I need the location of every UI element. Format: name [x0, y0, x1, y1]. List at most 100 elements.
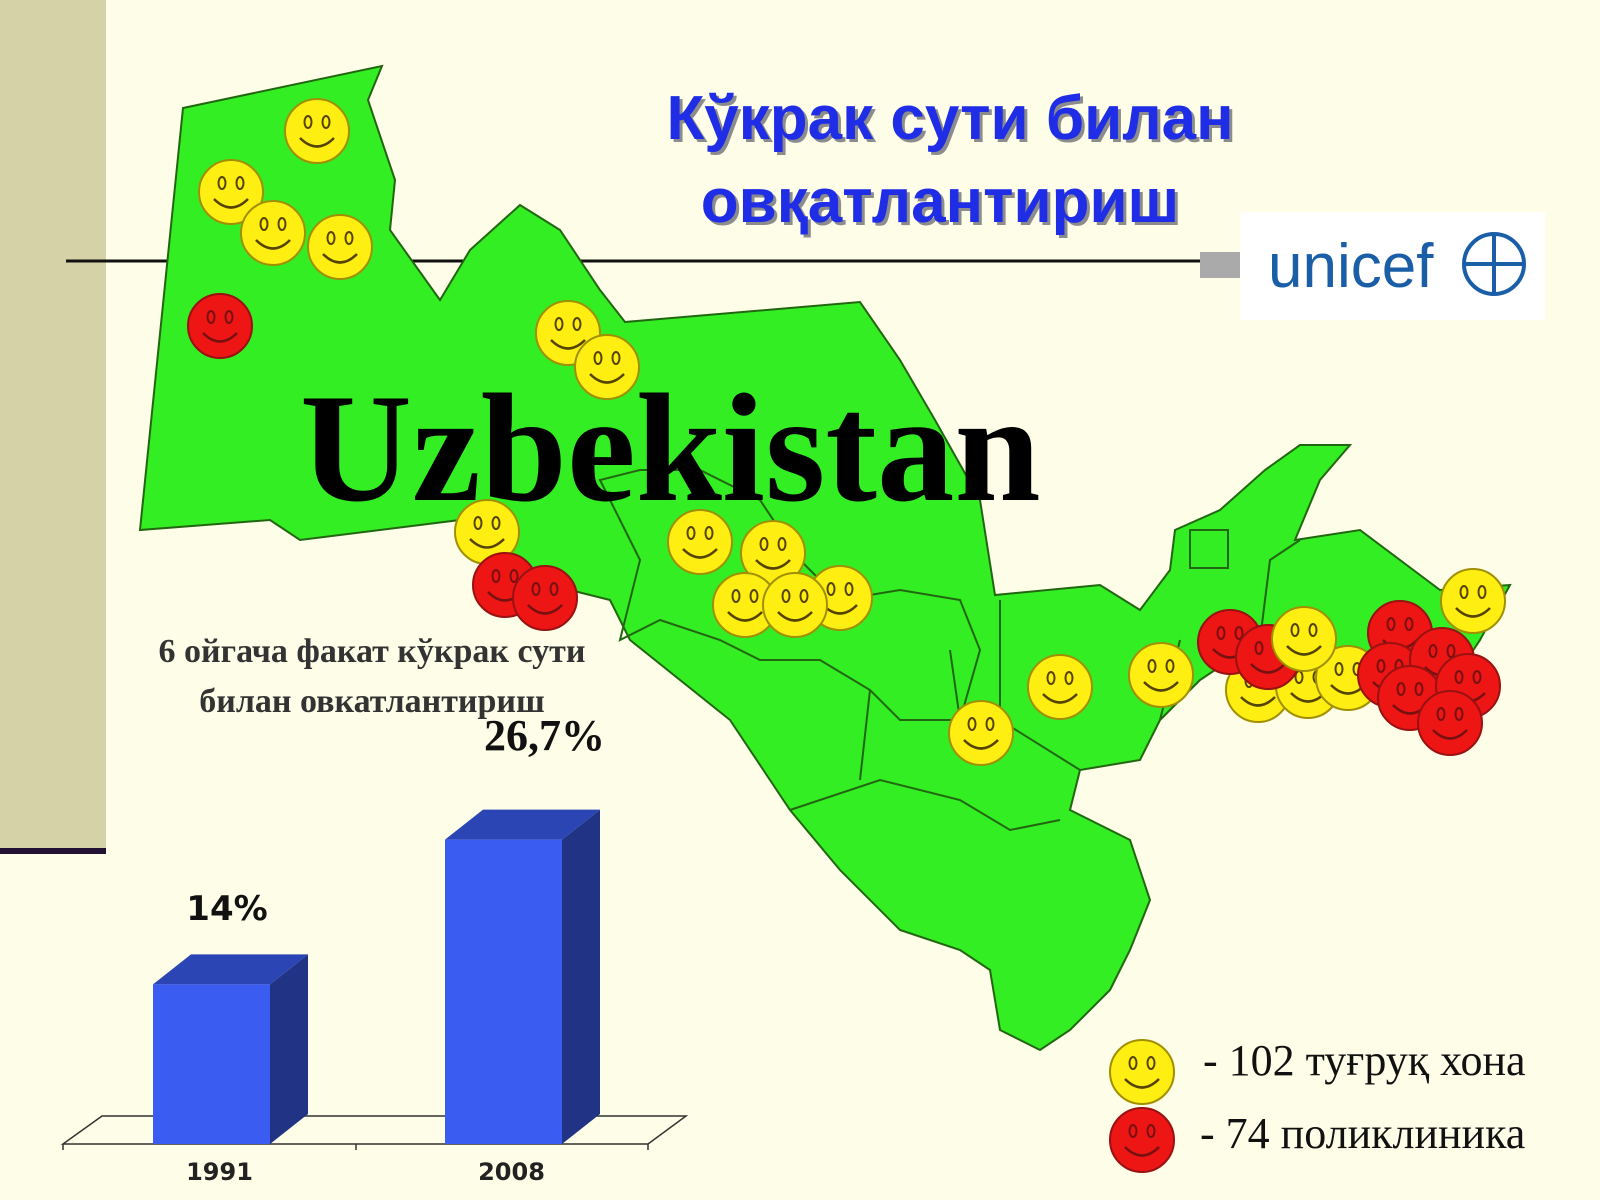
smiley-face: [574, 334, 640, 400]
smiley-eye: [217, 176, 227, 190]
smiley-eye: [759, 537, 769, 551]
smiley-eye: [326, 231, 336, 245]
smiley-eye: [1234, 626, 1244, 640]
smiley-eye: [235, 176, 245, 190]
smiley-eye: [549, 582, 559, 596]
smiley-face: [1027, 654, 1093, 720]
smiley-eye: [224, 310, 234, 324]
title-shadow: овқатлантириш: [704, 170, 1183, 239]
smiley-mouth: [777, 611, 813, 622]
smiley-face: [198, 159, 264, 225]
smiley: [667, 509, 733, 575]
smiley-eye: [1454, 707, 1464, 721]
smiley: [1417, 690, 1483, 756]
smiley: [1440, 568, 1506, 634]
smiley-eye: [491, 569, 501, 583]
smiley-mouth: [727, 611, 763, 622]
smiley-mouth: [527, 604, 563, 615]
map-label: Uzbekistan: [300, 362, 1041, 534]
bar-chart: 1991 14% 2008 26,7%: [153, 711, 605, 1186]
smiley-mouth: [1124, 1078, 1160, 1089]
smiley-mouth: [1286, 645, 1322, 656]
smiley-face: [1417, 690, 1483, 756]
title: Кўкрак сути билан: [666, 84, 1233, 153]
bar-side: [562, 809, 600, 1144]
smiley-eye: [781, 589, 791, 603]
bar-top: [445, 809, 600, 840]
smiley-mouth: [469, 538, 505, 549]
smiley-face: [1109, 1107, 1175, 1173]
smiley-eye: [1446, 644, 1456, 658]
smiley: [948, 700, 1014, 766]
smiley-face: [307, 214, 373, 280]
bar: [445, 839, 562, 1144]
x-tick-label: 2008: [478, 1158, 545, 1186]
smiley-eye: [321, 115, 331, 129]
smiley-eye: [1334, 662, 1344, 676]
smiley-face: [1271, 606, 1337, 672]
smiley-eye: [777, 537, 787, 551]
x-tick-label: 1991: [186, 1158, 253, 1186]
smiley-mouth: [299, 137, 335, 148]
smiley-face: [284, 98, 350, 164]
smiley-mouth: [550, 339, 586, 350]
smiley-mouth: [963, 739, 999, 750]
smiley-eye: [531, 582, 541, 596]
smiley-eye: [799, 589, 809, 603]
smiley-eye: [1128, 1124, 1138, 1138]
smiley: [284, 98, 350, 164]
smiley-eye: [1254, 641, 1264, 655]
smiley-mouth: [213, 198, 249, 209]
smileys: [187, 98, 1506, 1173]
legend-text: - 74 поликлиника: [1200, 1109, 1525, 1158]
smiley-eye: [731, 589, 741, 603]
smiley-eye: [1376, 659, 1386, 673]
smiley-eye: [206, 310, 216, 324]
smiley-eye: [826, 582, 836, 596]
chart-title: билан овкатлантириш: [199, 683, 544, 720]
smiley-eye: [611, 351, 621, 365]
smiley-mouth: [1143, 681, 1179, 692]
smiley-face: [948, 700, 1014, 766]
smiley-eye: [1396, 682, 1406, 696]
smiley-mouth: [1455, 607, 1491, 618]
smiley-eye: [1064, 671, 1074, 685]
smiley-eye: [686, 526, 696, 540]
bar-top: [153, 954, 308, 985]
smiley-eye: [554, 317, 564, 331]
smiley: [1109, 1107, 1175, 1173]
smiley-eye: [1428, 644, 1438, 658]
chart-title: 6 ойгача факат кўкрак сути: [159, 633, 586, 670]
smiley-eye: [1414, 682, 1424, 696]
smiley-eye: [1128, 1056, 1138, 1070]
smiley: [240, 200, 306, 266]
logo: unicef: [1268, 232, 1434, 301]
value-label: 14%: [186, 889, 267, 929]
bar-side: [270, 954, 308, 1144]
smiley-eye: [1472, 670, 1482, 684]
smiley-mouth: [202, 332, 238, 343]
smiley-eye: [1454, 670, 1464, 684]
smiley-mouth: [1250, 663, 1286, 674]
smiley-mouth: [1432, 729, 1468, 740]
smiley: [307, 214, 373, 280]
smiley-eye: [303, 115, 313, 129]
region-border: [1189, 529, 1229, 569]
rule-block: [1200, 252, 1240, 278]
smiley-mouth: [755, 559, 791, 570]
smiley-face: [240, 200, 306, 266]
smiley-mouth: [1042, 693, 1078, 704]
smiley-eye: [844, 582, 854, 596]
smiley-eye: [704, 526, 714, 540]
smiley-face: [762, 572, 828, 638]
smiley: [454, 499, 520, 565]
side-strip-edge: [0, 848, 106, 854]
smiley-face: [187, 293, 253, 359]
smiley-eye: [1165, 659, 1175, 673]
smiley-eye: [509, 569, 519, 583]
smiley: [512, 565, 578, 631]
smiley-eye: [259, 217, 269, 231]
value-label: 26,7%: [484, 711, 605, 760]
smiley: [198, 159, 264, 225]
